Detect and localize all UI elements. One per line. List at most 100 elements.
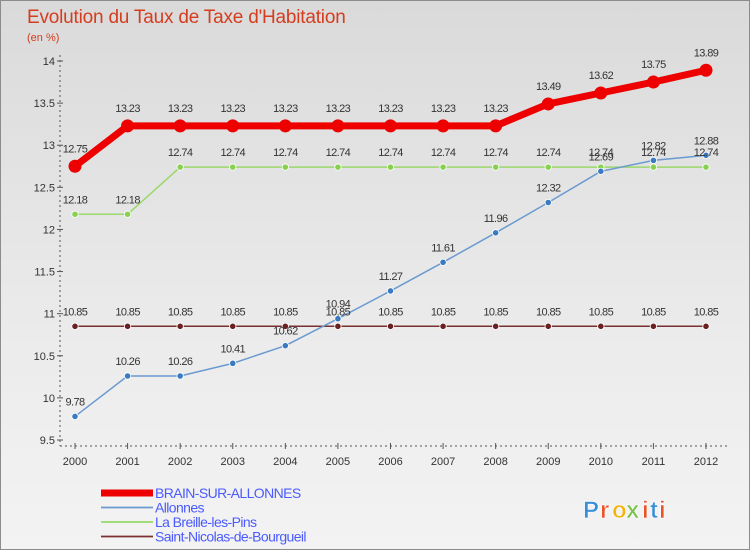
logo-letter: o bbox=[612, 497, 627, 524]
logo-letter: x bbox=[626, 497, 640, 524]
x-tick-label: 2011 bbox=[642, 456, 666, 468]
legend-label: BRAIN-SUR-ALLONNES bbox=[155, 485, 301, 501]
data-point bbox=[541, 97, 555, 111]
data-point bbox=[384, 119, 397, 133]
data-label: 10.85 bbox=[115, 306, 140, 318]
data-label: 12.75 bbox=[63, 143, 88, 155]
data-label: 12.74 bbox=[378, 147, 403, 159]
data-point bbox=[649, 156, 658, 164]
logo-letter: i bbox=[642, 497, 649, 524]
data-point bbox=[492, 322, 500, 330]
data-point bbox=[594, 86, 608, 100]
data-point bbox=[439, 163, 447, 171]
data-point bbox=[281, 163, 289, 171]
data-point bbox=[176, 372, 184, 380]
data-point bbox=[597, 167, 605, 175]
data-label: 12.82 bbox=[641, 140, 666, 152]
data-point bbox=[334, 322, 342, 330]
data-label: 12.74 bbox=[641, 147, 666, 159]
data-label: 10.85 bbox=[641, 306, 666, 318]
data-point bbox=[123, 372, 132, 380]
data-point bbox=[702, 163, 710, 171]
x-tick-label: 2002 bbox=[168, 456, 192, 468]
x-tick-label: 2007 bbox=[431, 456, 455, 468]
data-point bbox=[331, 119, 345, 133]
data-point bbox=[544, 322, 552, 330]
data-label: 12.18 bbox=[63, 194, 88, 206]
data-label: 13.23 bbox=[168, 103, 193, 115]
x-tick-label: 2004 bbox=[273, 456, 297, 468]
data-points bbox=[68, 63, 713, 421]
data-label: 10.85 bbox=[431, 306, 456, 318]
data-label: 10.94 bbox=[326, 299, 351, 311]
data-point bbox=[439, 258, 447, 266]
data-point bbox=[71, 322, 79, 330]
data-point bbox=[71, 412, 79, 421]
x-tick-label: 2009 bbox=[536, 456, 560, 468]
data-label: 13.89 bbox=[694, 47, 719, 59]
data-point bbox=[68, 159, 82, 173]
series-line-1 bbox=[74, 154, 707, 418]
data-label: 10.26 bbox=[115, 356, 140, 368]
data-point bbox=[281, 322, 289, 330]
legend-label: Saint-Nicolas-de-Bourgueil bbox=[155, 529, 306, 545]
data-label: 12.74 bbox=[431, 147, 456, 159]
data-label: 10.85 bbox=[220, 306, 245, 318]
data-label: 10.85 bbox=[694, 306, 719, 318]
data-labels: 10.85 10.85 10.85 10.85 10.85 10.85 10.85 10.85… bbox=[63, 47, 720, 408]
data-label: 13.23 bbox=[220, 103, 245, 115]
data-point bbox=[123, 210, 132, 218]
data-label: 13.23 bbox=[378, 103, 403, 115]
data-label: 12.74 bbox=[273, 147, 298, 159]
data-point bbox=[649, 163, 658, 171]
data-point bbox=[597, 322, 605, 330]
y-tick-label: 11.5 bbox=[34, 267, 55, 279]
x-tick-label: 2003 bbox=[221, 456, 245, 468]
data-point bbox=[649, 322, 658, 330]
data-point bbox=[229, 322, 237, 330]
chart-title: Evolution du Taux de Taxe d'Habitation bbox=[27, 7, 346, 28]
x-tick-label: 2005 bbox=[326, 456, 350, 468]
data-label: 13.23 bbox=[273, 103, 298, 115]
data-label: 12.88 bbox=[694, 135, 719, 147]
legend-label: Allonnes bbox=[155, 500, 205, 516]
data-point bbox=[123, 322, 132, 330]
unit-label: (en %) bbox=[27, 32, 60, 44]
x-tick-label: 2006 bbox=[378, 456, 402, 468]
data-point bbox=[176, 322, 184, 330]
data-point bbox=[544, 198, 552, 207]
y-tick-label: 11 bbox=[44, 309, 55, 321]
data-point bbox=[176, 163, 184, 171]
data-point bbox=[121, 119, 135, 133]
data-label: 9.78 bbox=[65, 396, 84, 408]
data-point bbox=[229, 163, 237, 171]
x-tick-label: 2010 bbox=[589, 456, 613, 468]
data-point bbox=[229, 359, 237, 367]
axes: 9.5 10 10.5 11 11.5 12 12.5 13 13.5 14 2000 2001 200… bbox=[34, 55, 730, 468]
data-label: 13.49 bbox=[536, 81, 561, 93]
data-label: 10.85 bbox=[168, 306, 193, 318]
data-label: 12.69 bbox=[589, 151, 614, 163]
data-point bbox=[436, 119, 450, 133]
legend-label: La Breille-les-Pins bbox=[155, 514, 257, 530]
data-label: 13.23 bbox=[115, 103, 140, 115]
data-point bbox=[334, 315, 342, 323]
data-point bbox=[702, 322, 710, 330]
data-point bbox=[699, 63, 713, 77]
data-label: 13.62 bbox=[589, 70, 614, 82]
logo-letter: i bbox=[659, 497, 666, 524]
data-label: 10.85 bbox=[273, 306, 298, 318]
data-label: 10.62 bbox=[273, 326, 298, 338]
x-tick-label: 2008 bbox=[483, 456, 507, 468]
data-label: 13.23 bbox=[326, 103, 351, 115]
data-point bbox=[492, 163, 500, 171]
data-label: 13.23 bbox=[483, 103, 508, 115]
data-label: 11.27 bbox=[379, 271, 403, 283]
data-point bbox=[386, 163, 395, 171]
logo-letter: t bbox=[650, 497, 658, 524]
logo-letter: P bbox=[583, 497, 599, 524]
